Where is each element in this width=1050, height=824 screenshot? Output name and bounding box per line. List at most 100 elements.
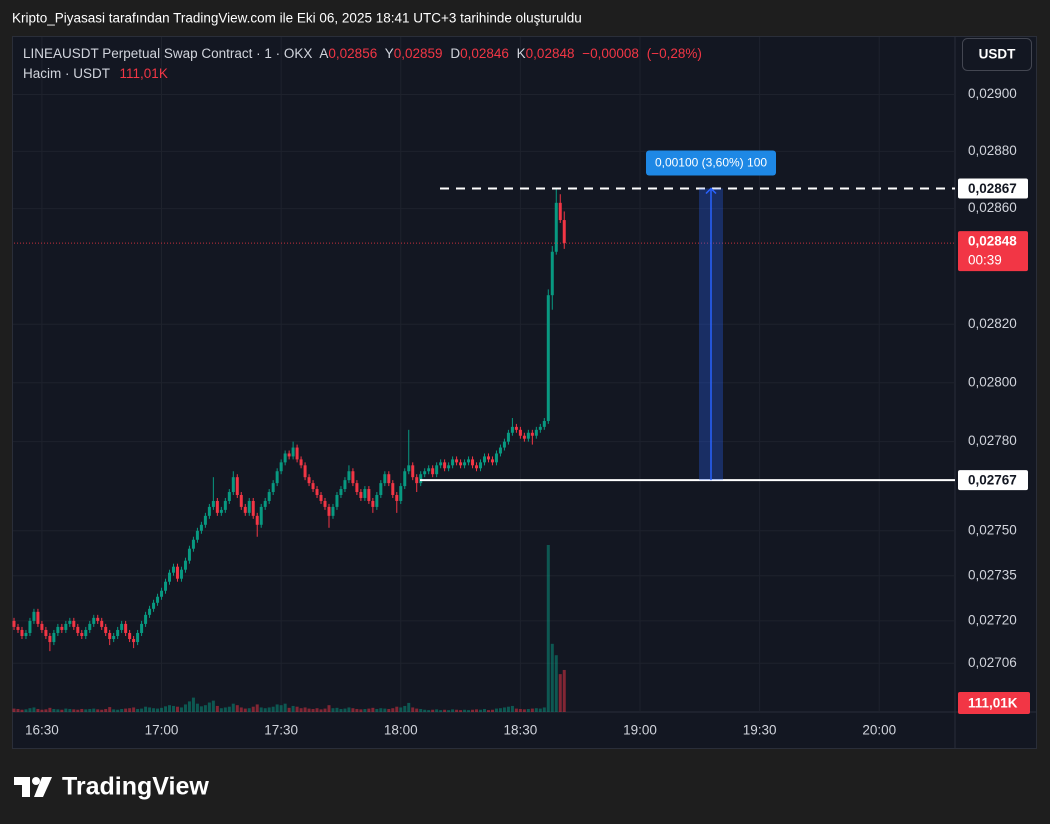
volume-bar bbox=[183, 704, 187, 712]
volume-bar bbox=[72, 709, 76, 712]
volume-bar bbox=[56, 709, 60, 712]
candle-body bbox=[112, 636, 116, 640]
volume-bar bbox=[40, 709, 44, 712]
candle-body bbox=[447, 465, 451, 469]
y-tick-label: 0,02860 bbox=[968, 200, 1017, 215]
volume-bar bbox=[558, 674, 562, 712]
volume-bar bbox=[379, 708, 383, 712]
volume-bar bbox=[247, 708, 251, 712]
line-label: 0,02867 bbox=[968, 181, 1017, 196]
candle-body bbox=[171, 566, 175, 573]
candle-body bbox=[331, 506, 335, 516]
ohlc-key: A bbox=[319, 46, 328, 61]
volume-bar bbox=[80, 708, 84, 712]
candle-body bbox=[164, 581, 168, 591]
candle-body bbox=[12, 620, 16, 627]
volume-bar bbox=[227, 706, 231, 712]
candle-body bbox=[479, 462, 483, 469]
candle-body bbox=[391, 483, 395, 496]
candle-body bbox=[52, 632, 56, 643]
volume-bar bbox=[526, 708, 530, 712]
candle-body bbox=[339, 489, 343, 496]
logo-icon bbox=[34, 777, 52, 797]
volume-bar bbox=[359, 709, 363, 712]
countdown: 00:39 bbox=[968, 253, 1002, 268]
volume-bar bbox=[239, 707, 243, 712]
volume-bar bbox=[343, 708, 347, 712]
candle-body bbox=[550, 251, 554, 296]
candle-body bbox=[307, 477, 311, 484]
candle-body bbox=[128, 632, 132, 640]
candle-body bbox=[56, 626, 60, 633]
candle-body bbox=[132, 639, 136, 643]
candle-body bbox=[558, 202, 562, 221]
candle-body bbox=[343, 480, 347, 490]
volume-bar bbox=[367, 708, 371, 712]
volume-bar bbox=[315, 708, 319, 712]
volume-bar bbox=[383, 708, 387, 712]
volume-bar bbox=[171, 705, 175, 712]
volume-bar bbox=[156, 708, 160, 712]
volume-bar bbox=[259, 707, 263, 712]
volume-bar bbox=[255, 704, 259, 712]
volume-bar bbox=[263, 708, 267, 712]
candle-body bbox=[211, 500, 215, 507]
y-tick-label: 0,02880 bbox=[968, 143, 1017, 158]
volume-bar bbox=[207, 702, 211, 712]
volume-bar bbox=[395, 706, 399, 712]
volume-bar bbox=[363, 708, 367, 712]
volume-bar bbox=[215, 705, 219, 712]
candle-body bbox=[534, 429, 538, 436]
candle-body bbox=[526, 432, 530, 439]
candle-body bbox=[379, 483, 383, 496]
candle-body bbox=[283, 453, 287, 463]
volume-bar bbox=[179, 707, 183, 712]
volume-bar bbox=[148, 707, 152, 712]
volume-bar bbox=[319, 709, 323, 712]
volume-value: 111,01K bbox=[120, 66, 168, 81]
currency-button[interactable] bbox=[962, 38, 1032, 71]
currency-label[interactable]: USDT bbox=[979, 47, 1017, 62]
volume-bar bbox=[303, 707, 307, 712]
y-tick-label: 0,02780 bbox=[968, 433, 1017, 448]
candle-body bbox=[439, 462, 443, 466]
candle-body bbox=[152, 602, 156, 609]
candle-body bbox=[263, 500, 267, 507]
candle-body bbox=[116, 629, 120, 637]
ohlc-value: 0,02846 bbox=[460, 46, 509, 61]
last-price-badge bbox=[958, 231, 1028, 272]
candle-body bbox=[498, 447, 502, 454]
candle-body bbox=[363, 489, 367, 498]
candle-body bbox=[120, 623, 124, 630]
volume-bar bbox=[116, 709, 120, 712]
candle-body bbox=[510, 426, 514, 433]
candle-body bbox=[156, 596, 160, 603]
candle-body bbox=[48, 636, 52, 643]
candle-body bbox=[255, 515, 259, 525]
volume-bar bbox=[271, 706, 275, 712]
volume-bar bbox=[479, 709, 483, 712]
grid bbox=[13, 37, 955, 712]
volume-bar bbox=[327, 705, 331, 712]
candle-body bbox=[483, 456, 486, 463]
volume-bar bbox=[132, 707, 136, 712]
candle-body bbox=[443, 462, 447, 469]
volume-bar bbox=[251, 706, 255, 712]
volume-bar bbox=[423, 709, 427, 712]
candle-body bbox=[28, 620, 32, 633]
volume-bar bbox=[211, 700, 215, 712]
candle-body bbox=[235, 477, 239, 496]
volume-bar bbox=[164, 706, 168, 712]
candle-body bbox=[36, 611, 40, 624]
candle-body bbox=[168, 572, 172, 582]
candle-body bbox=[375, 495, 379, 507]
candle-body bbox=[68, 620, 72, 624]
volume-bar bbox=[267, 707, 271, 712]
candle-body bbox=[411, 465, 415, 478]
candle-body bbox=[187, 548, 191, 561]
volume-bar bbox=[112, 709, 116, 712]
candle-body bbox=[16, 626, 20, 630]
volume-bar bbox=[88, 708, 92, 712]
candle-body bbox=[24, 632, 28, 637]
